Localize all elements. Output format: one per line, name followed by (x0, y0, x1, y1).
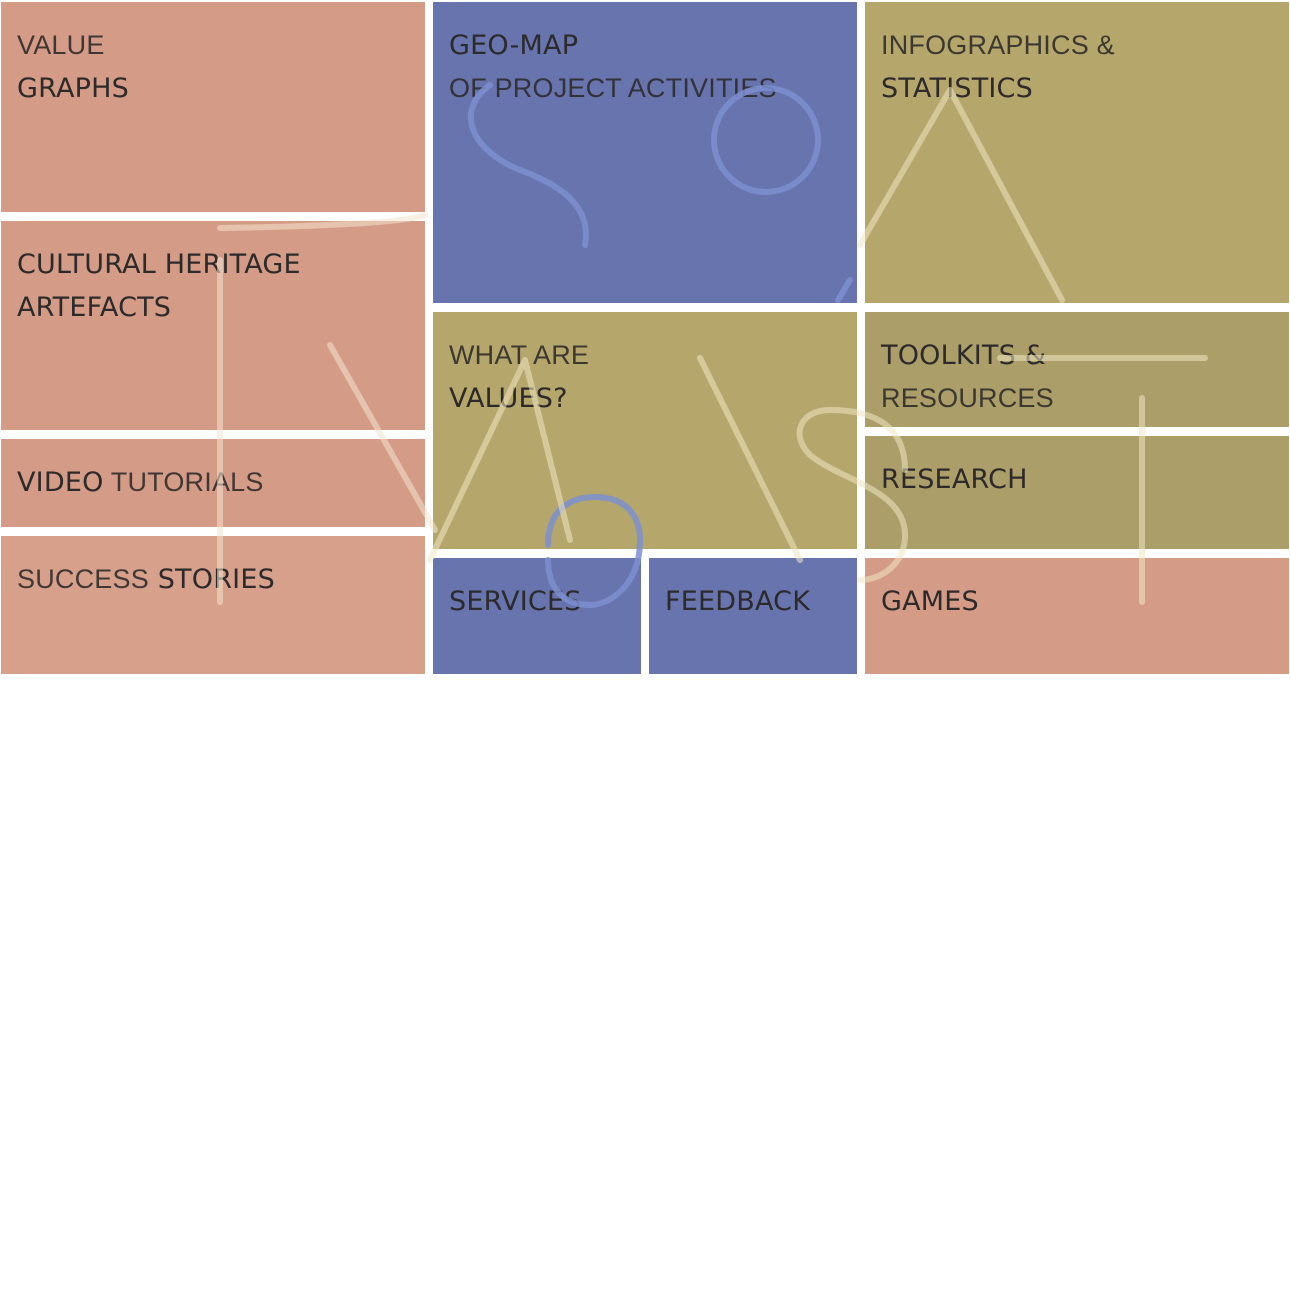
tile-games-label: GAMES (881, 586, 979, 617)
tile-infographics-statistics[interactable]: INFOGRAPHICS & STATISTICS (865, 2, 1289, 303)
tile-value-graphs-line-2: GRAPHS (17, 73, 129, 104)
tile-research[interactable]: RESEARCH (865, 436, 1289, 549)
tile-geo-map-line-2: OF PROJECT ACTIVITIES (449, 73, 777, 103)
tile-toolkits-line-2: RESOURCES (881, 383, 1054, 413)
tile-video-tutorials-label: VIDEO TUTORIALS (17, 467, 264, 498)
tile-infographics-line-2: STATISTICS (881, 73, 1033, 104)
tile-video-tutorials-strong: VIDEO (17, 467, 104, 498)
tile-feedback[interactable]: FEEDBACK (649, 558, 857, 674)
tile-value-graphs[interactable]: VALUE GRAPHS (1, 2, 425, 212)
tile-toolkits-line-1: TOOLKITS & (881, 340, 1046, 371)
tile-value-graphs-line-1: VALUE (17, 30, 105, 60)
tile-what-are-values-line-2: VALUES? (449, 383, 568, 414)
tile-services-label: SERVICES (449, 586, 582, 617)
tile-services[interactable]: SERVICES (433, 558, 641, 674)
tile-geo-map-line-1: GEO-MAP (449, 30, 579, 61)
tile-toolkits-resources[interactable]: TOOLKITS & RESOURCES (865, 312, 1289, 427)
tile-video-tutorials[interactable]: VIDEO TUTORIALS (1, 439, 425, 527)
tile-what-are-values-line-1: WHAT ARE (449, 340, 590, 370)
tile-what-are-values[interactable]: WHAT ARE VALUES? (433, 312, 857, 549)
tile-video-tutorials-light: TUTORIALS (103, 467, 264, 497)
tile-infographics-line-1: INFOGRAPHICS & (881, 30, 1115, 60)
tile-success-stories-strong: STORIES (148, 564, 275, 595)
tile-success-stories-label: SUCCESS STORIES (17, 564, 275, 595)
tile-geo-map[interactable]: GEO-MAP OF PROJECT ACTIVITIES (433, 2, 857, 303)
tile-games[interactable]: GAMES (865, 558, 1289, 674)
tile-grid: VALUE GRAPHS CULTURAL HERITAGE ARTEFACTS… (1, 2, 1289, 674)
tile-cultural-heritage-line-1: CULTURAL HERITAGE (17, 249, 301, 280)
tile-success-stories-light: SUCCESS (17, 564, 149, 594)
tile-cultural-heritage-line-2: ARTEFACTS (17, 292, 172, 323)
tile-cultural-heritage-artefacts[interactable]: CULTURAL HERITAGE ARTEFACTS (1, 221, 425, 430)
tile-success-stories[interactable]: SUCCESS STORIES (1, 536, 425, 674)
tile-research-label: RESEARCH (881, 464, 1028, 495)
tile-feedback-label: FEEDBACK (665, 586, 811, 617)
